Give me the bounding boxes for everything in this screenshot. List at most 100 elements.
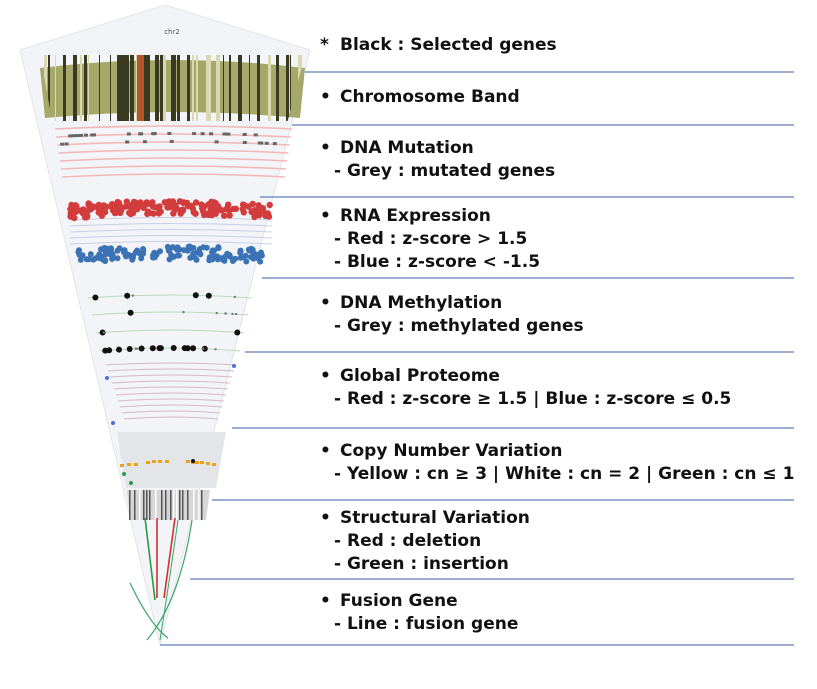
band-stripe: [249, 55, 250, 121]
rna-blue-point: [90, 256, 97, 263]
rna-blue-point: [114, 255, 121, 262]
methylation-point: [131, 294, 135, 297]
mutation-mark: [90, 133, 95, 137]
band-stripe: [171, 55, 176, 121]
rna-red-point: [226, 212, 233, 219]
band-stripe: [187, 55, 190, 121]
cnv-selected-mark: [191, 459, 195, 463]
proteome-track-line: [119, 404, 223, 408]
rna-blue-point: [175, 246, 182, 253]
rna-track-line: [69, 235, 273, 239]
proteome-track-line: [117, 398, 225, 402]
legend-item-title: • Global Proteome: [320, 365, 731, 388]
sv-stripe: [176, 490, 178, 520]
legend-detail: - Yellow : cn ≥ 3 | White : cn = 2 | Gre…: [334, 464, 795, 484]
legend-item: • Chromosome Band: [320, 86, 520, 109]
rna-red-point: [179, 207, 186, 215]
rna-blue-point: [188, 245, 195, 252]
rna-red-point: [207, 206, 214, 213]
methylation-point: [190, 345, 197, 352]
legend-item: • Fusion Gene - Line : fusion gene: [320, 590, 518, 636]
methylation-point: [102, 347, 109, 354]
band-stripe: [121, 55, 126, 121]
dna-mutation-track: [54, 125, 293, 178]
proteome-point: [105, 376, 109, 380]
rna-red-point: [149, 203, 156, 210]
rna-red-point: [212, 200, 219, 207]
rna-red-point: [266, 201, 273, 209]
legend-item: • DNA Mutation - Grey : mutated genes: [320, 137, 555, 183]
rna-red-point: [173, 205, 180, 212]
rna-blue-point: [237, 247, 244, 254]
mutation-mark: [222, 132, 227, 136]
proteome-track-line: [123, 416, 219, 420]
legend-separators: [160, 71, 794, 646]
band-stripe: [73, 55, 77, 121]
rna-blue-point: [209, 247, 216, 254]
sv-stripe: [165, 490, 167, 520]
fusion-gene-track: [129, 519, 193, 641]
legend-title-text: Black : Selected genes: [340, 35, 557, 55]
rna-red-point: [192, 199, 200, 206]
sv-stripe: [155, 490, 157, 520]
rna-red-point: [146, 209, 153, 217]
band-stripe: [155, 55, 159, 121]
rna-blue-point: [215, 245, 222, 252]
mutation-mark: [264, 141, 269, 145]
cnv-gain-mark: [120, 464, 124, 467]
mutation-mark: [71, 134, 76, 138]
sv-insertion-line: [144, 517, 156, 601]
rna-red-point: [67, 206, 74, 213]
cnv-gain-mark: [195, 461, 199, 464]
legend-title-text: RNA Expression: [340, 206, 491, 226]
methylation-point: [102, 331, 106, 334]
methylation-point: [99, 329, 106, 336]
copy-number-track: [117, 432, 226, 488]
legend-title-text: Chromosome Band: [340, 87, 520, 107]
mutation-mark: [75, 134, 79, 138]
methylation-point: [233, 295, 237, 299]
rna-red-point: [80, 206, 87, 213]
cnv-gain-mark: [212, 463, 216, 466]
mutation-mark: [214, 140, 219, 144]
proteome-track-line: [113, 386, 229, 390]
rna-red-point: [263, 212, 271, 219]
mutation-track-line: [54, 125, 293, 130]
methylation-point: [231, 312, 234, 316]
legend-item-title: • Copy Number Variation: [320, 440, 794, 463]
rna-red-point: [205, 201, 212, 208]
rna-red-point: [156, 208, 164, 215]
rna-red-point: [156, 203, 163, 210]
rna-blue-point: [83, 256, 90, 263]
methylation-point: [234, 312, 238, 316]
cnv-loss-mark: [122, 472, 126, 476]
rna-red-point: [200, 208, 207, 215]
sv-stripe: [149, 490, 151, 520]
rna-red-point: [240, 209, 247, 216]
legend-bullet: •: [320, 508, 331, 528]
mutation-mark: [151, 132, 156, 136]
band-stripe: [257, 55, 260, 121]
legend-detail: - Grey : methylated genes: [334, 316, 584, 336]
sv-stripe: [193, 490, 195, 520]
structural-variation-track: [127, 490, 210, 601]
proteome-track-line: [111, 380, 231, 384]
rna-blue-point: [76, 251, 83, 258]
legend-title-text: DNA Methylation: [340, 293, 503, 313]
proteome-track-line: [109, 374, 233, 378]
methylation-point: [149, 345, 156, 352]
rna-red-point: [239, 201, 247, 208]
legend-item-title: • Fusion Gene: [320, 590, 518, 613]
legend-item: • DNA Methylation - Grey : methylated gene…: [320, 292, 584, 338]
legend-bullet: •: [320, 591, 331, 611]
band-stripe: [163, 55, 166, 121]
methylation-point: [92, 294, 99, 301]
mutation-track-line: [58, 149, 289, 154]
rna-blue-point: [243, 258, 250, 265]
rna-red-point: [251, 206, 259, 214]
methylation-point: [234, 329, 241, 336]
rna-red-point: [116, 203, 124, 210]
mutation-mark: [242, 133, 247, 136]
legend-item: • Global Proteome - Red : z-score ≥ 1.5 | …: [320, 365, 731, 411]
proteome-track-line: [115, 392, 227, 396]
